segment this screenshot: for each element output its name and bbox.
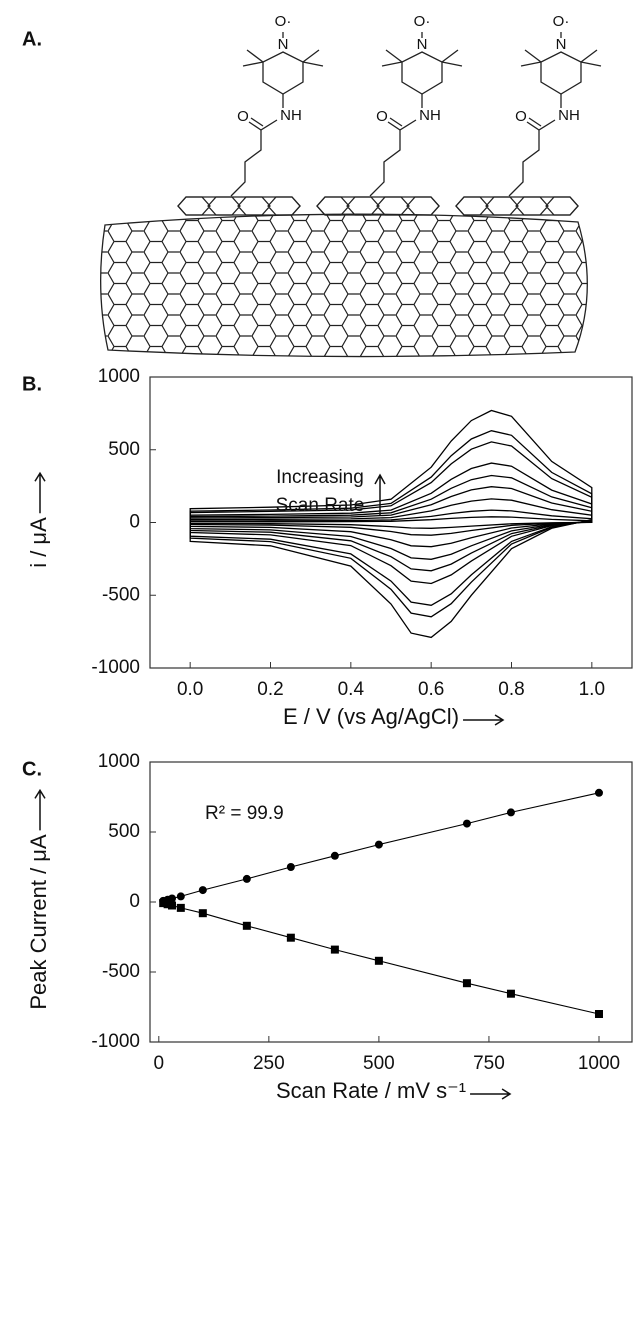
point [506, 989, 515, 998]
carbonyl-oxygen: O [376, 108, 388, 125]
methyl-bonds [242, 32, 324, 67]
y-tick-label: 1000 [98, 366, 140, 387]
y-tick-label: -1000 [91, 657, 140, 678]
axis-arrow [34, 471, 46, 514]
x-tick-label: 0 [154, 1053, 165, 1074]
nanotube [100, 213, 588, 358]
carbonyl-bond [387, 117, 403, 131]
axis-arrow [463, 714, 505, 726]
point [330, 851, 339, 860]
cv-curve [189, 516, 593, 529]
pyrene-outline [455, 196, 579, 216]
annotation: Increasing [276, 467, 364, 488]
nitrogen: N [417, 36, 428, 53]
annotation: Scan Rate [276, 495, 365, 516]
point [198, 909, 207, 918]
x-tick-label: 500 [363, 1053, 395, 1074]
point [506, 808, 515, 817]
x-axis-label: Scan Rate / mV s⁻¹ [276, 1078, 466, 1103]
y-axis-label: Peak Current / μA [26, 834, 51, 1010]
x-tick-label: 750 [473, 1053, 505, 1074]
y-tick-label: -500 [102, 584, 140, 605]
pyrene-outline [316, 196, 440, 216]
annotation: R² = 99.9 [205, 803, 284, 824]
point [462, 819, 471, 828]
point [163, 900, 172, 909]
carbonyl-oxygen: O [515, 108, 527, 125]
linker-chain [508, 94, 562, 197]
nitrogen: N [556, 36, 567, 53]
pyrene [177, 196, 301, 216]
x-tick-label: 250 [253, 1053, 285, 1074]
point [198, 886, 207, 895]
y-tick-label: -500 [102, 961, 140, 982]
amide: NH [419, 107, 441, 124]
point [159, 899, 168, 908]
radical-oxygen: O· [275, 13, 292, 30]
x-axis-label: E / V (vs Ag/AgCl) [283, 704, 459, 729]
point [242, 921, 251, 930]
methyl-bonds [381, 32, 463, 67]
point [286, 933, 295, 942]
point [594, 788, 603, 797]
amide: NH [280, 107, 302, 124]
point [168, 901, 177, 910]
x-tick-label: 0.6 [418, 679, 444, 700]
point [594, 1010, 603, 1018]
carbonyl-oxygen: O [237, 108, 249, 125]
axis-arrow [470, 1088, 512, 1100]
y-tick-label: 500 [108, 821, 140, 842]
point [374, 840, 383, 849]
point [286, 863, 295, 871]
point [462, 979, 471, 988]
y-tick-label: -1000 [91, 1031, 140, 1052]
tempo-pyrene-unit: O· N O NH [177, 13, 324, 216]
pyrene [455, 196, 579, 216]
x-tick-label: 1.0 [579, 679, 605, 700]
tempo-pyrene-unit: O· N O NH [455, 13, 602, 216]
x-tick-label: 1000 [578, 1053, 620, 1074]
carbonyl-bond [526, 117, 542, 131]
annotation-arrow [374, 473, 386, 515]
panel-label: C. [22, 758, 42, 780]
piperidine-ring [262, 51, 304, 95]
carbonyl-bond [248, 117, 264, 131]
radical-oxygen: O· [553, 13, 570, 30]
piperidine-ring [540, 51, 582, 95]
y-axis-label: i / μA [26, 517, 51, 568]
amide: NH [558, 107, 580, 124]
y-tick-label: 1000 [98, 751, 140, 772]
tempo-pyrene-unit: O· N O NH [316, 13, 463, 216]
point [176, 892, 185, 901]
point [330, 945, 339, 954]
point [176, 903, 185, 912]
axis-arrow [34, 788, 46, 831]
x-tick-label: 0.8 [498, 679, 524, 700]
linker-chain [369, 94, 423, 197]
y-tick-label: 0 [129, 512, 140, 533]
panel-label: B. [22, 373, 42, 395]
y-tick-label: 0 [129, 891, 140, 912]
panel-label: A. [22, 28, 42, 50]
pyrene-outline [177, 196, 301, 216]
point [374, 956, 383, 965]
x-tick-label: 0.0 [177, 679, 203, 700]
methyl-bonds [520, 32, 602, 67]
point [242, 874, 251, 883]
x-tick-label: 0.4 [338, 679, 365, 700]
pyrene [316, 196, 440, 216]
nitrogen: N [278, 36, 289, 53]
x-tick-label: 0.2 [257, 679, 283, 700]
linker-chain [230, 94, 284, 197]
y-tick-label: 500 [108, 439, 140, 460]
piperidine-ring [401, 51, 443, 95]
radical-oxygen: O· [414, 13, 431, 30]
